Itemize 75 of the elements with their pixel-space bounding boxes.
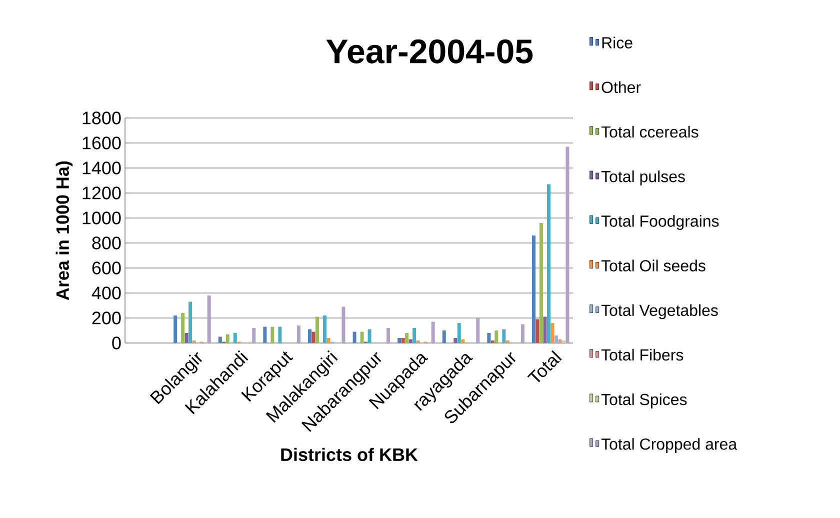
bar	[368, 329, 372, 343]
bar	[342, 306, 346, 343]
bar	[562, 340, 566, 343]
legend-label: Total Vegetables	[601, 304, 718, 320]
bar	[278, 326, 282, 343]
legend-label: Total Fibers	[601, 348, 684, 361]
bar	[352, 332, 356, 343]
bar	[543, 316, 547, 343]
bar	[312, 332, 316, 343]
bar	[308, 329, 312, 343]
bar	[226, 334, 230, 343]
legend-label: Total Oil seeds	[601, 260, 706, 272]
bar	[207, 295, 211, 343]
bar	[252, 328, 256, 343]
bar	[442, 330, 446, 343]
bar	[408, 339, 412, 343]
bar	[490, 340, 494, 343]
bar	[457, 322, 461, 343]
y-tick-label: 800	[92, 236, 121, 250]
y-tick-label: 1400	[82, 162, 121, 174]
bar	[536, 319, 540, 343]
bar	[188, 302, 192, 343]
bar	[416, 340, 420, 343]
bar	[539, 222, 543, 343]
bar	[218, 336, 222, 343]
bar	[192, 340, 196, 343]
bar	[558, 339, 562, 343]
bar	[476, 318, 480, 343]
bar	[520, 324, 524, 343]
bar	[532, 235, 536, 343]
bar	[461, 339, 465, 343]
legend-label: Total Foodgrains	[601, 215, 719, 230]
bar	[174, 315, 178, 343]
bar	[184, 332, 188, 343]
bar	[398, 338, 402, 343]
y-tick-label: 400	[92, 286, 121, 300]
y-axis-title: Area in 1000 Ha)	[56, 161, 73, 300]
bar	[431, 322, 435, 343]
bar	[401, 338, 405, 343]
chart-title: Year-2004-05	[326, 39, 533, 64]
bar	[326, 338, 330, 343]
bar	[322, 315, 326, 343]
x-axis-title: Districts of KBK	[281, 448, 418, 462]
legend-label: Total ccereals	[601, 126, 698, 138]
bar	[502, 329, 506, 343]
bar	[315, 316, 319, 343]
legend-label: Rice	[602, 36, 632, 48]
bar	[296, 325, 300, 343]
bar	[405, 332, 409, 343]
legend-label: Total pulses	[601, 170, 685, 186]
y-tick-label: 200	[92, 312, 121, 324]
bar	[270, 326, 274, 343]
bar	[554, 335, 558, 343]
bar	[263, 326, 267, 343]
bar	[546, 184, 550, 343]
y-tick-label: 1000	[82, 212, 121, 224]
bar	[181, 312, 185, 343]
bar	[566, 146, 570, 343]
bar	[506, 340, 510, 343]
bar	[360, 332, 364, 343]
y-tick-label: 1600	[82, 136, 121, 150]
y-tick-label: 1200	[82, 186, 121, 200]
legend-label: Total Cropped area	[601, 438, 738, 453]
bar	[487, 332, 491, 343]
bar	[386, 328, 390, 343]
bar	[494, 330, 498, 343]
bar	[454, 338, 458, 343]
bar	[233, 332, 237, 343]
y-tick-label: 1800	[82, 112, 121, 124]
bar	[412, 328, 416, 343]
bar	[550, 322, 554, 343]
y-tick-label: 0	[112, 336, 121, 350]
y-tick-label: 600	[92, 262, 121, 274]
legend-label: Other	[602, 81, 641, 94]
legend-label: Total Spices	[601, 393, 687, 408]
